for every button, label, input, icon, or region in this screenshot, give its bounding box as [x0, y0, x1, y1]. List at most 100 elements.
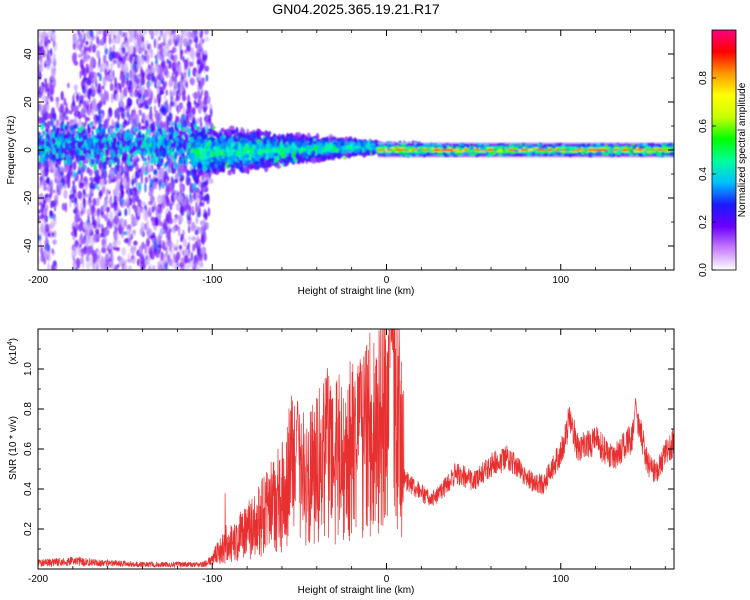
heatmap-cell: [142, 157, 148, 162]
heatmap-cell: [86, 149, 92, 154]
heatmap-cell: [45, 204, 49, 212]
heatmap-cell: [139, 138, 142, 147]
heatmap-cell: [42, 93, 46, 103]
heatmap-cell: [154, 182, 157, 190]
heatmap-cell: [101, 141, 105, 150]
heatmap-cell: [44, 122, 48, 129]
heatmap-cell: [178, 244, 183, 250]
heatmap-cell: [48, 142, 51, 148]
heatmap-cell: [131, 204, 136, 210]
heatmap-cell: [194, 205, 200, 214]
heatmap-cell: [130, 213, 135, 221]
heatmap-cell: [124, 259, 127, 266]
heatmap-cell: [106, 74, 110, 82]
heatmap-cell: [203, 49, 208, 55]
heatmap-cell: [170, 30, 174, 37]
heatmap-cell: [105, 261, 108, 269]
heatmap-cell: [51, 189, 57, 194]
heatmap-cell: [89, 71, 95, 79]
heatmap-cell: [52, 52, 56, 62]
heatmap-cell: [121, 188, 124, 199]
heatmap-cell: [186, 204, 192, 211]
heatmap-cell: [43, 256, 46, 265]
spectrogram-heatmap: [38, 30, 674, 270]
heatmap-cell: [105, 212, 109, 218]
heatmap-cell: [69, 198, 72, 209]
heatmap-cell: [89, 30, 94, 38]
heatmap-cell: [199, 100, 205, 109]
heatmap-cell: [92, 233, 97, 243]
heatmap-cell: [168, 127, 172, 132]
heatmap-cell: [200, 90, 203, 96]
heatmap-cell: [69, 149, 73, 156]
heatmap-cell: [69, 134, 72, 142]
heatmap-cell: [95, 248, 99, 253]
heatmap-cell: [134, 125, 138, 132]
heatmap-cell: [52, 124, 56, 132]
heatmap-cell: [71, 249, 76, 259]
heatmap-cell: [189, 77, 195, 85]
heatmap-cell: [94, 228, 100, 234]
heatmap-cell: [50, 161, 54, 172]
heatmap-cell: [108, 106, 112, 117]
heatmap-cell: [199, 121, 203, 128]
heatmap-cell: [156, 203, 161, 214]
heatmap-cell: [163, 30, 168, 40]
heatmap-cell: [127, 228, 131, 239]
heatmap-cell: [64, 125, 69, 131]
heatmap-cell: [104, 33, 107, 44]
heatmap-cell: [101, 85, 105, 90]
heatmap-cell: [38, 209, 41, 214]
heatmap-cell: [89, 182, 93, 190]
heatmap-cell: [141, 201, 147, 206]
heatmap-cell: [51, 232, 55, 237]
heatmap-cell: [85, 193, 90, 198]
heatmap-cell: [70, 124, 74, 131]
heatmap-cell: [126, 140, 131, 147]
heatmap-cell: [54, 167, 58, 173]
heatmap-cell: [188, 247, 191, 257]
heatmap-cell: [95, 158, 100, 165]
heatmap-cell: [191, 224, 197, 230]
heatmap-cell: [54, 133, 58, 138]
heatmap-cell: [191, 205, 195, 212]
heatmap-cell: [180, 75, 185, 80]
heatmap-cell: [80, 248, 86, 253]
heatmap-cell: [120, 226, 124, 234]
heatmap-cell: [42, 82, 46, 88]
heatmap-cell: [198, 80, 201, 87]
heatmap-cell: [81, 50, 85, 57]
heatmap-cell: [139, 98, 144, 104]
heatmap-cell: [156, 39, 159, 48]
heatmap-cell: [113, 239, 118, 248]
heatmap-cell: [138, 245, 143, 256]
heatmap-cell: [124, 119, 128, 125]
heatmap-cell: [147, 128, 151, 134]
heatmap-cell: [76, 258, 81, 269]
heatmap-cell: [116, 128, 120, 133]
heatmap-cell: [159, 167, 165, 178]
heatmap-cell: [190, 169, 194, 174]
heatmap-cell: [184, 133, 189, 141]
heatmap-cell: [62, 153, 65, 158]
heatmap-cell: [200, 262, 204, 268]
heatmap-cell: [88, 196, 91, 204]
heatmap-cell: [61, 202, 66, 211]
heatmap-cell: [115, 93, 119, 102]
heatmap-cell: [48, 153, 53, 160]
heatmap-cell: [121, 247, 126, 256]
heatmap-cell: [49, 96, 54, 102]
heatmap-cell: [99, 129, 103, 136]
heatmap-cell: [132, 112, 137, 120]
heatmap-cell: [155, 235, 160, 245]
heatmap-cell: [178, 106, 181, 112]
heatmap-cell: [79, 202, 84, 211]
heatmap-cell: [196, 52, 200, 58]
heatmap-cell: [159, 145, 164, 150]
heatmap-cell: [74, 197, 78, 205]
heatmap-cell: [73, 118, 78, 125]
heatmap-cell: [124, 208, 128, 217]
heatmap-cell: [199, 116, 202, 123]
heatmap-cell: [162, 199, 167, 207]
heatmap-cell: [178, 148, 183, 156]
